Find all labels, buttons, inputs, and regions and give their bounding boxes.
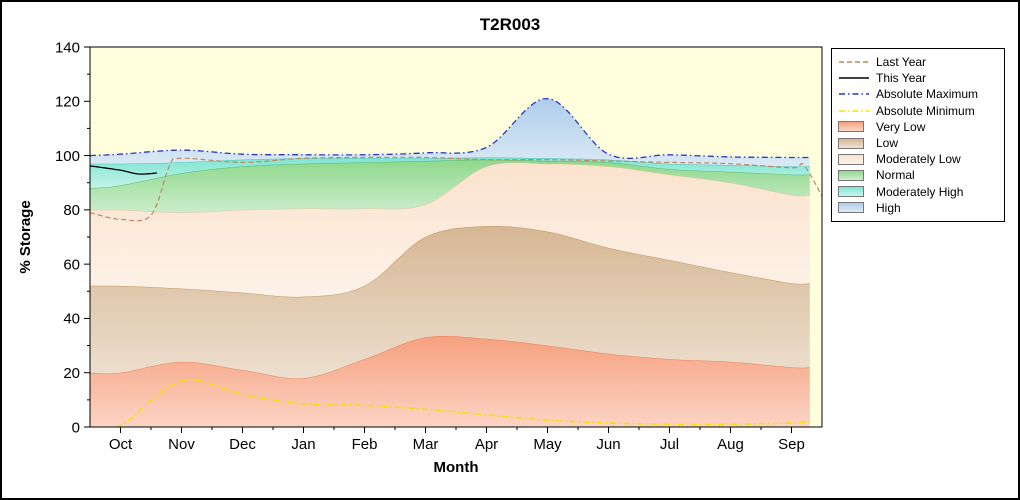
legend-label: Low — [876, 136, 899, 151]
x-axis-label: Month — [434, 459, 479, 476]
legend-swatch — [838, 169, 870, 181]
legend-line-svg — [839, 109, 869, 112]
legend-label: Last Year — [876, 55, 927, 70]
legend-item-low: Low — [838, 135, 998, 151]
legend-swatch — [838, 202, 870, 214]
chart-title: T2R003 — [479, 15, 541, 34]
x-tick-label: Sep — [778, 436, 805, 453]
band-high — [90, 98, 810, 167]
y-tick-label: 80 — [63, 202, 80, 219]
y-tick-label: 60 — [63, 256, 80, 273]
series-absolute-minimum — [90, 378, 810, 427]
y-tick-label: 140 — [55, 39, 80, 56]
band-moderately-low — [90, 162, 810, 297]
x-tick-label: Oct — [109, 436, 133, 453]
legend-swatch-box — [838, 202, 864, 214]
x-tick-label: May — [533, 436, 562, 453]
legend-line-sample — [838, 73, 870, 83]
legend-line-svg — [839, 61, 869, 63]
legend-line-sample — [838, 89, 870, 99]
legend-swatch-box — [838, 153, 864, 165]
y-tick-label: 100 — [55, 148, 80, 165]
x-tick-label: Aug — [717, 436, 744, 453]
legend-swatch-box — [838, 169, 864, 181]
legend-swatch-box — [838, 121, 864, 133]
x-tick-label: Dec — [229, 436, 256, 453]
legend-swatch-box — [838, 137, 864, 149]
x-tick-label: Jun — [596, 436, 620, 453]
x-tick-label: Feb — [352, 436, 378, 453]
legend-label: Moderately Low — [876, 152, 961, 167]
legend-label: Very Low — [876, 119, 926, 134]
y-tick-label: 20 — [63, 365, 80, 382]
legend-line-svg — [839, 93, 869, 96]
legend-label: Absolute Minimum — [876, 103, 975, 118]
band-normal — [90, 159, 810, 213]
band-low — [90, 226, 810, 379]
band-very-low — [90, 336, 810, 427]
legend-item-moderately-low: Moderately Low — [838, 151, 998, 167]
legend-line-sample — [838, 57, 870, 67]
legend: Last Year This Year Absolute Maximum Absolu… — [831, 48, 1005, 222]
legend-item-absolute-minimum: Absolute Minimum — [838, 103, 998, 119]
legend-swatch — [838, 121, 870, 133]
legend-swatch — [838, 153, 870, 165]
y-tick-label: 0 — [72, 419, 80, 436]
legend-label: High — [876, 200, 901, 215]
legend-swatch — [838, 186, 870, 198]
x-tick-label: Nov — [168, 436, 195, 453]
legend-item-high: High — [838, 200, 998, 216]
x-tick-label: Apr — [475, 436, 498, 453]
legend-item-very-low: Very Low — [838, 119, 998, 135]
x-tick-label: Jul — [660, 436, 679, 453]
x-tick-label: Mar — [413, 436, 439, 453]
legend-item-normal: Normal — [838, 167, 998, 183]
series-absolute-maximum — [90, 97, 810, 160]
legend-item-moderately-high: Moderately High — [838, 184, 998, 200]
x-tick-label: Jan — [291, 436, 315, 453]
legend-label: Moderately High — [876, 184, 964, 199]
legend-item-this-year: This Year — [838, 70, 998, 86]
legend-swatch — [838, 137, 870, 149]
y-tick-label: 120 — [55, 94, 80, 111]
series-this-year — [90, 165, 158, 175]
legend-item-last-year: Last Year — [838, 54, 998, 70]
y-tick-label: 40 — [63, 311, 80, 328]
series-last-year — [90, 156, 822, 222]
legend-swatch-box — [838, 186, 864, 198]
legend-label: This Year — [876, 71, 927, 86]
legend-item-absolute-maximum: Absolute Maximum — [838, 86, 998, 102]
legend-label: Absolute Maximum — [876, 87, 979, 102]
legend-line-svg — [839, 77, 869, 79]
legend-line-sample — [838, 106, 870, 116]
legend-label: Normal — [876, 168, 915, 183]
y-axis-label: % Storage — [17, 200, 34, 273]
